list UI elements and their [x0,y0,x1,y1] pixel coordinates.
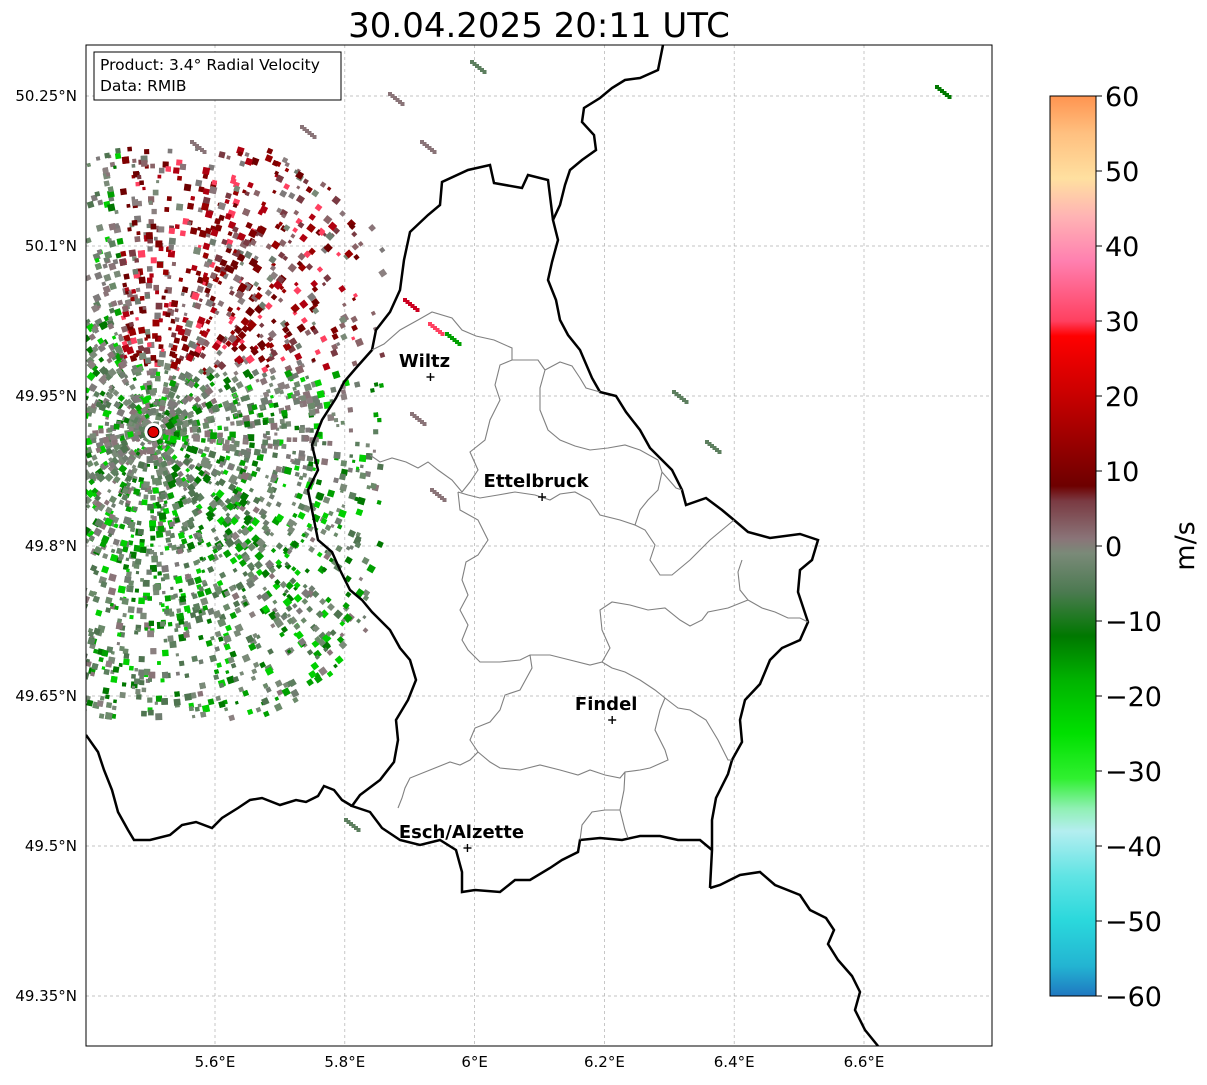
city-label: Findel [575,694,638,715]
lon-tick-label-1: 5.8°E [324,1053,365,1071]
canton-lines [369,311,809,841]
colorbar-tick-label-5: 10 [1105,457,1139,488]
radar-site-marker [147,426,160,438]
border-luxembourg-west [546,45,820,889]
colorbar-tick-labels: 60 50 40 30 20 10 0 −10 −20 −30 −40 −50 −60 [1096,82,1162,1013]
city-label: Ettelbruck [484,471,590,492]
lon-tick-label-2: 6°E [461,1053,488,1071]
longitude-tick-labels: 5.6°E 5.8°E 6°E 6.2°E 6.4°E 6.6°E [195,1053,885,1071]
lat-tick-label-2: 49.95°N [15,387,77,405]
colorbar-tick-label-4: 20 [1105,382,1139,413]
lon-tick-label-3: 6.2°E [584,1053,625,1071]
city-ettelbruck: Ettelbruck [484,471,590,501]
city-wiltz: Wiltz [399,351,450,381]
colorbar-unit-label: m/s [1170,521,1201,570]
lon-tick-label-4: 6.4°E [714,1053,755,1071]
lat-tick-label-3: 49.8°N [25,537,77,555]
product-info-box: Product: 3.4° Radial Velocity Data: RMIB [93,51,342,101]
city-markers: Wiltz Ettelbruck Findel Esch/Alzette [399,351,638,852]
lat-tick-label-4: 49.65°N [15,687,77,705]
colorbar-tick-label-9: −30 [1105,757,1162,788]
lon-tick-label-0: 5.6°E [195,1053,236,1071]
lon-tick-label-5: 6.6°E [844,1053,885,1071]
radar-velocity-echoes [86,60,952,832]
info-data-source-text: Data: RMIB [100,77,187,95]
figure-title: 30.04.2025 20:11 UTC [348,6,730,46]
colorbar-tick-label-3: 30 [1105,307,1139,338]
colorbar-tick-label-1: 50 [1105,157,1139,188]
colorbar-tick-label-7: −10 [1105,607,1162,638]
border-germany-east [709,870,879,1046]
border-luxembourg-north [306,163,713,894]
lat-tick-label-0: 50.25°N [15,87,77,105]
border-france-belgium [86,734,353,842]
colorbar [1049,95,1097,997]
lat-tick-label-6: 49.35°N [15,987,77,1005]
colorbar-tick-label-2: 40 [1105,232,1139,263]
colorbar-tick-label-0: 60 [1105,82,1139,113]
colorbar-tick-label-6: 0 [1105,532,1122,563]
colorbar-tick-label-11: −50 [1105,907,1162,938]
latitude-tick-labels: 50.25°N 50.1°N 49.95°N 49.8°N 49.65°N 49.5°N 4… [15,87,77,1005]
info-product-text: Product: 3.4° Radial Velocity [100,56,320,74]
city-findel: Findel [575,694,638,724]
city-label: Wiltz [399,351,450,372]
city-label: Esch/Alzette [399,822,524,843]
map-frame-border [85,44,993,1047]
colorbar-tick-label-12: −60 [1105,982,1162,1013]
city-esch-alzette: Esch/Alzette [399,822,524,852]
lat-tick-label-5: 49.5°N [25,837,77,855]
colorbar-tick-label-8: −20 [1105,682,1162,713]
lat-tick-label-1: 50.1°N [25,237,77,255]
colorbar-tick-label-10: −40 [1105,832,1162,863]
